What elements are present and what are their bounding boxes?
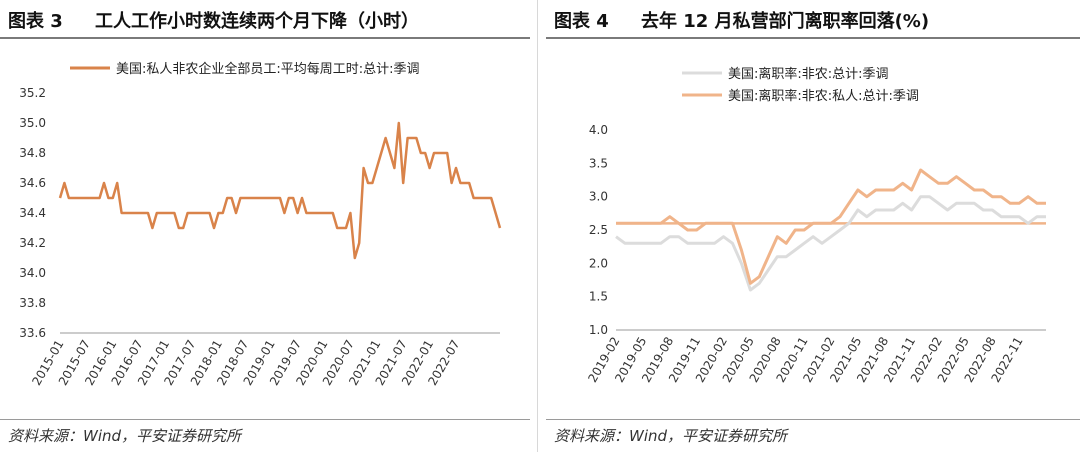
series-line: [58, 121, 502, 260]
y-tick-label: 33.6: [19, 326, 46, 340]
y-tick-label: 4.0: [589, 123, 608, 137]
left-figure-header: 图表 3 工人工作小时数连续两个月下降（小时）: [0, 0, 530, 39]
y-tick-label: 33.8: [19, 296, 46, 310]
y-tick-label: 35.2: [19, 86, 46, 100]
right-figure-title: 去年 12 月私营部门离职率回落(%): [641, 11, 930, 32]
left-figure-footer: 资料来源：Wind，平安证券研究所: [0, 419, 530, 453]
legend-label: 美国:离职率:非农:总计:季调: [728, 66, 889, 82]
y-tick-label: 34.4: [19, 206, 46, 220]
y-tick-label: 3.5: [589, 156, 608, 170]
series-line: [616, 168, 1046, 285]
right-figure-header: 图表 4 去年 12 月私营部门离职率回落(%): [546, 0, 1080, 39]
y-tick-label: 34.8: [19, 146, 46, 160]
left-figure-title: 工人工作小时数连续两个月下降（小时）: [95, 11, 419, 32]
y-tick-label: 1.0: [589, 323, 608, 337]
left-line-chart: 35.235.034.834.634.434.234.033.833.62015…: [19, 61, 502, 388]
y-tick-label: 34.2: [19, 236, 46, 250]
right-figure-source: 资料来源：Wind，平安证券研究所: [554, 427, 788, 445]
legend-label: 美国:离职率:非农:私人:总计:季调: [728, 88, 919, 104]
y-tick-label: 2.5: [589, 223, 608, 237]
y-tick-label: 34.0: [19, 266, 46, 280]
right-figure-footer: 资料来源：Wind，平安证券研究所: [546, 419, 1080, 453]
left-figure-panel: 图表 3 工人工作小时数连续两个月下降（小时） 35.2 35.0 34.8 34.6…: [0, 0, 530, 452]
legend-label: 美国:私人非农企业全部员工:平均每周工时:总计:季调: [116, 61, 420, 77]
left-figure-number: 图表 3: [8, 11, 63, 32]
left-figure-source: 资料来源：Wind，平安证券研究所: [8, 427, 242, 445]
y-tick-label: 34.6: [19, 176, 46, 190]
panel-divider: [537, 0, 538, 452]
right-figure-number: 图表 4: [554, 11, 609, 32]
right-line-chart: 4.03.53.02.52.01.51.02019-022019-052019-…: [585, 66, 1046, 385]
y-tick-label: 1.5: [589, 290, 608, 304]
right-figure-panel: 图表 4 去年 12 月私营部门离职率回落(%) 4.0 3.5 3.0 2.5 2.0…: [546, 0, 1080, 452]
y-tick-label: 2.0: [589, 256, 608, 270]
series-line: [615, 195, 1046, 292]
y-tick-label: 3.0: [589, 190, 608, 204]
y-tick-label: 35.0: [19, 116, 46, 130]
